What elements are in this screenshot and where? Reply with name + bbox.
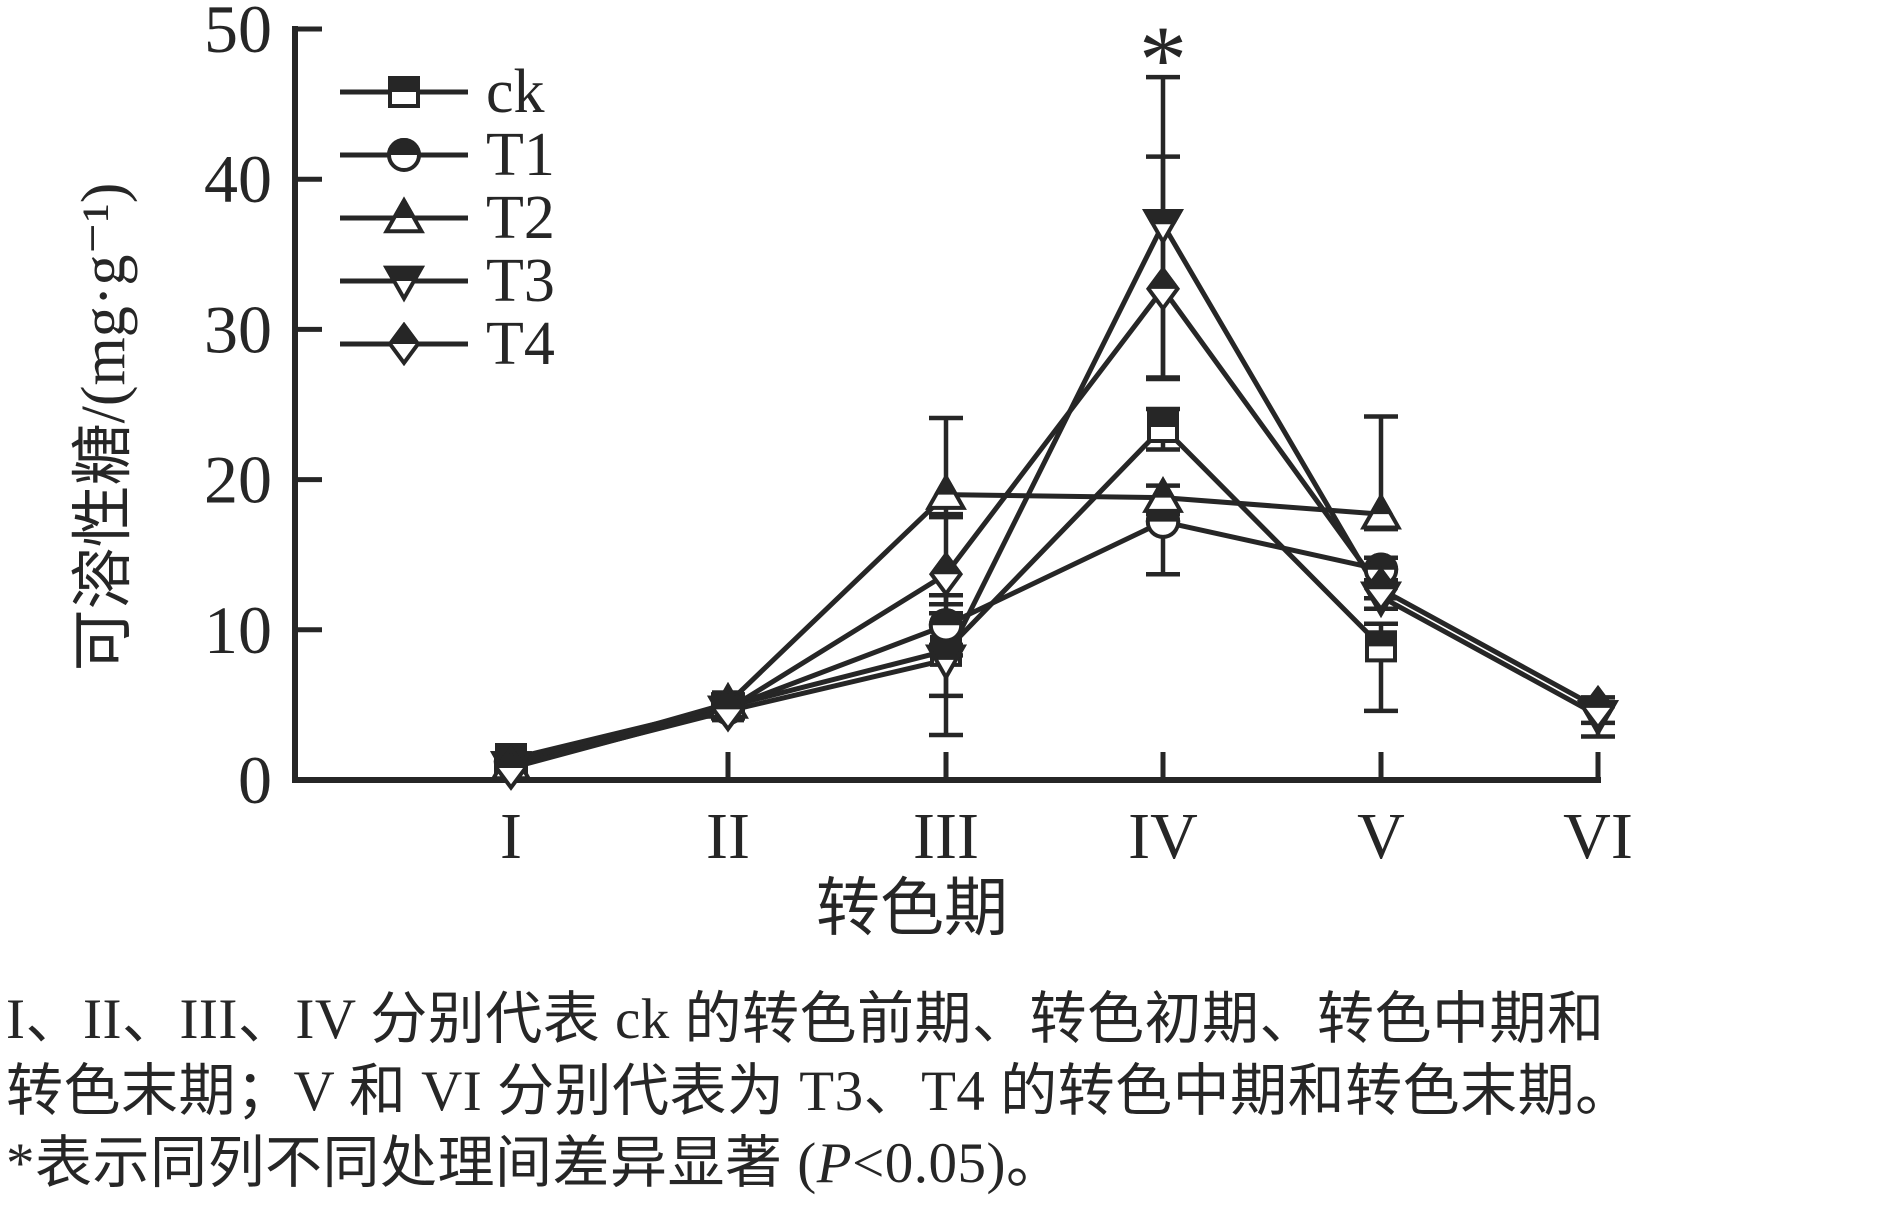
marker-triangle-up: [925, 473, 967, 510]
error-bars: [494, 74, 1615, 775]
marker-diamond: [1146, 265, 1180, 312]
y-axis-title: 可溶性糖/(mg·g⁻¹): [70, 182, 138, 672]
y-tick-label-0: 0: [238, 742, 272, 818]
marker-square: [1147, 411, 1179, 444]
legend-marker-square-icon: [340, 75, 468, 108]
y-tick-label-50: 50: [204, 0, 272, 67]
legend-item-t3: T3: [338, 249, 555, 312]
legend-item-t1: T1: [338, 123, 555, 186]
series-markers: [490, 208, 1619, 791]
x-ticks: I II III IV V VI: [500, 752, 1633, 873]
y-tick-label-40: 40: [204, 141, 272, 217]
legend-marker-diamond: [387, 321, 421, 366]
series-line-T4: [510, 286, 1600, 771]
caption-line-2: 转色末期；V 和 VI 分别代表为 T3、T4 的转色中期和转色末期。: [6, 1060, 1633, 1123]
legend-marker-circle-icon: [340, 137, 468, 172]
legend-marker-square: [388, 75, 420, 108]
marker-circle: [928, 608, 964, 643]
marker-diamond: [929, 551, 963, 598]
marker-triangle-down: [925, 644, 967, 682]
caption-line-3-tail: <0.05)。: [852, 1132, 1064, 1195]
y-tick-label-30: 30: [204, 291, 272, 367]
legend-item-ck: ck: [338, 60, 555, 123]
legend-marker-triangle-down: [383, 265, 425, 303]
x-tick-label-V: V: [1357, 800, 1405, 873]
marker-diamond: [494, 745, 528, 791]
legend-marker-triangle-up-icon: [340, 195, 468, 233]
x-tick-label-III: III: [913, 800, 979, 873]
marker-diamond: [1581, 684, 1615, 731]
marker-square: [1365, 630, 1397, 663]
legend-item-t4: T4: [338, 312, 555, 375]
x-tick-label-II: II: [706, 800, 750, 873]
caption-p-italic: P: [816, 1132, 853, 1195]
chart-legend: ck T1 T2 T3 T4: [338, 60, 555, 375]
legend-item-t2: T2: [338, 186, 555, 249]
legend-marker-circle: [387, 137, 421, 172]
legend-label: T3: [486, 246, 555, 315]
legend-label: ck: [486, 57, 545, 126]
legend-label: T4: [486, 309, 555, 378]
legend-marker-diamond-icon: [340, 321, 468, 366]
marker-diamond: [711, 686, 745, 733]
marker-diamond: [1364, 566, 1398, 613]
y-ticks: 0 10 20 30 40 50: [204, 0, 322, 818]
series-lines: [510, 221, 1600, 771]
x-tick-label-VI: VI: [1563, 800, 1633, 873]
y-tick-label-10: 10: [204, 592, 272, 668]
marker-triangle-up: [1142, 476, 1184, 513]
y-tick-label-20: 20: [204, 442, 272, 518]
caption-line-3: *表示同列不同处理间差异显著 (P<0.05)。: [6, 1128, 1876, 1200]
legend-marker-triangle-down-icon: [340, 265, 468, 303]
legend-label: T2: [486, 183, 555, 252]
x-tick-label-I: I: [500, 800, 522, 873]
caption-line-1: I、II、III、IV 分别代表 ck 的转色前期、转色初期、转色中期和: [6, 988, 1605, 1051]
x-tick-label-IV: IV: [1128, 800, 1198, 873]
marker-triangle-up: [1360, 492, 1402, 530]
legend-marker-triangle-up: [383, 195, 425, 233]
significance-asterisk: *: [1139, 6, 1187, 113]
legend-label: T1: [486, 120, 555, 189]
x-axis-title: 转色期: [816, 873, 1008, 944]
marker-triangle-down: [1142, 208, 1184, 246]
figure-caption: I、II、III、IV 分别代表 ck 的转色前期、转色初期、转色中期和 转色末…: [6, 984, 1876, 1200]
caption-line-3-text: *表示同列不同处理间差异显著 (: [6, 1132, 817, 1195]
